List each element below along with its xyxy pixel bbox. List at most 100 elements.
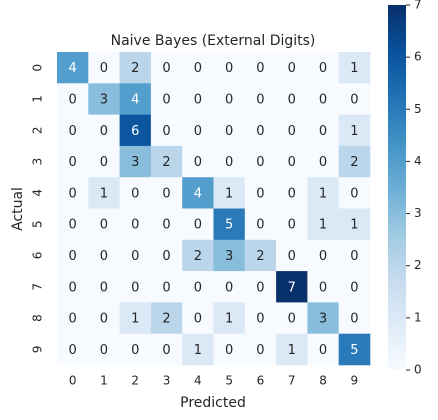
cell	[182, 52, 214, 84]
cell-label: 0	[100, 155, 108, 170]
cell-label: 0	[162, 124, 170, 139]
cell	[88, 239, 120, 272]
cell	[88, 83, 120, 115]
cell-label: 3	[131, 155, 139, 170]
colorbar-tick-label: 5	[414, 102, 422, 116]
cell	[338, 145, 371, 178]
cell	[119, 208, 152, 241]
cell	[213, 83, 246, 115]
cell-label: 0	[288, 312, 296, 327]
cell-label: 0	[225, 61, 233, 76]
cell	[276, 271, 308, 303]
cell-label: 2	[162, 155, 170, 170]
cell-label: 0	[131, 249, 139, 264]
cell	[213, 271, 246, 303]
cell	[307, 302, 339, 334]
x-tick-label: 3	[163, 374, 171, 388]
cell	[276, 177, 308, 209]
y-tick-label: 8	[31, 314, 45, 322]
cell-label: 0	[256, 343, 264, 358]
cell-label: 0	[194, 124, 202, 139]
cell	[213, 114, 246, 147]
cell-label: 0	[194, 61, 202, 76]
cell-label: 2	[162, 312, 170, 327]
cell-label: 0	[162, 186, 170, 201]
cell-label: 0	[100, 343, 108, 358]
cell-label: 1	[319, 218, 327, 233]
colorbar-tick-label: 7	[414, 0, 422, 12]
cell	[88, 145, 120, 178]
cell	[119, 271, 152, 303]
cell-label: 2	[256, 249, 264, 264]
cell	[182, 333, 214, 366]
cell-label: 0	[194, 312, 202, 327]
cell	[88, 208, 120, 241]
cell	[150, 208, 183, 241]
cell	[182, 271, 214, 303]
cell	[150, 333, 183, 366]
cell	[57, 114, 89, 147]
cell-label: 0	[256, 186, 264, 201]
cell-label: 4	[69, 61, 77, 76]
cell	[213, 145, 246, 178]
cell-label: 0	[194, 92, 202, 107]
cell	[213, 333, 246, 366]
cell	[150, 114, 183, 147]
y-tick-label: 9	[31, 346, 45, 354]
y-axis-label: Actual	[10, 187, 26, 231]
cell	[244, 52, 277, 84]
cell	[150, 271, 183, 303]
cell-label: 0	[319, 61, 327, 76]
cell	[182, 302, 214, 334]
colorbar-tick-label: 0	[414, 363, 422, 377]
cell-label: 0	[350, 249, 358, 264]
x-tick-label: 5	[225, 374, 233, 388]
cell	[244, 177, 277, 209]
cell-label: 0	[225, 343, 233, 358]
cell	[150, 145, 183, 178]
cell	[119, 145, 152, 178]
cell-label: 0	[100, 218, 108, 233]
cell-label: 1	[225, 312, 233, 327]
cell-label: 0	[69, 249, 77, 264]
cell	[57, 52, 89, 84]
cell-label: 0	[288, 124, 296, 139]
cell-label: 0	[162, 92, 170, 107]
cell-label: 0	[100, 280, 108, 295]
cell-label: 2	[194, 249, 202, 264]
cell	[307, 239, 339, 272]
cell-label: 0	[69, 280, 77, 295]
cell-label: 0	[100, 61, 108, 76]
cell	[88, 302, 120, 334]
x-tick-label: 7	[288, 374, 296, 388]
cell-label: 0	[162, 61, 170, 76]
cell-label: 0	[288, 61, 296, 76]
x-tick-label: 0	[69, 374, 77, 388]
cell-label: 0	[69, 124, 77, 139]
cell-label: 0	[194, 280, 202, 295]
cell	[213, 52, 246, 84]
cell	[182, 83, 214, 115]
cell	[150, 177, 183, 209]
y-tick-label: 7	[31, 283, 45, 291]
cell-label: 0	[256, 155, 264, 170]
cell	[88, 333, 120, 366]
cell	[338, 52, 371, 84]
cell	[213, 239, 246, 272]
cell-label: 0	[69, 343, 77, 358]
cell-label: 0	[288, 249, 296, 264]
cell-label: 0	[131, 186, 139, 201]
cell-label: 1	[100, 186, 108, 201]
cell-label: 0	[131, 343, 139, 358]
x-tick-label: 2	[131, 374, 139, 388]
cell-label: 1	[350, 61, 358, 76]
cell	[150, 302, 183, 334]
cell-label: 3	[100, 92, 108, 107]
cell	[182, 145, 214, 178]
cell	[119, 114, 152, 147]
cell-label: 0	[225, 124, 233, 139]
cell	[213, 302, 246, 334]
colorbar-tick-label: 1	[414, 310, 422, 324]
cell-label: 0	[69, 155, 77, 170]
cell	[338, 114, 371, 147]
